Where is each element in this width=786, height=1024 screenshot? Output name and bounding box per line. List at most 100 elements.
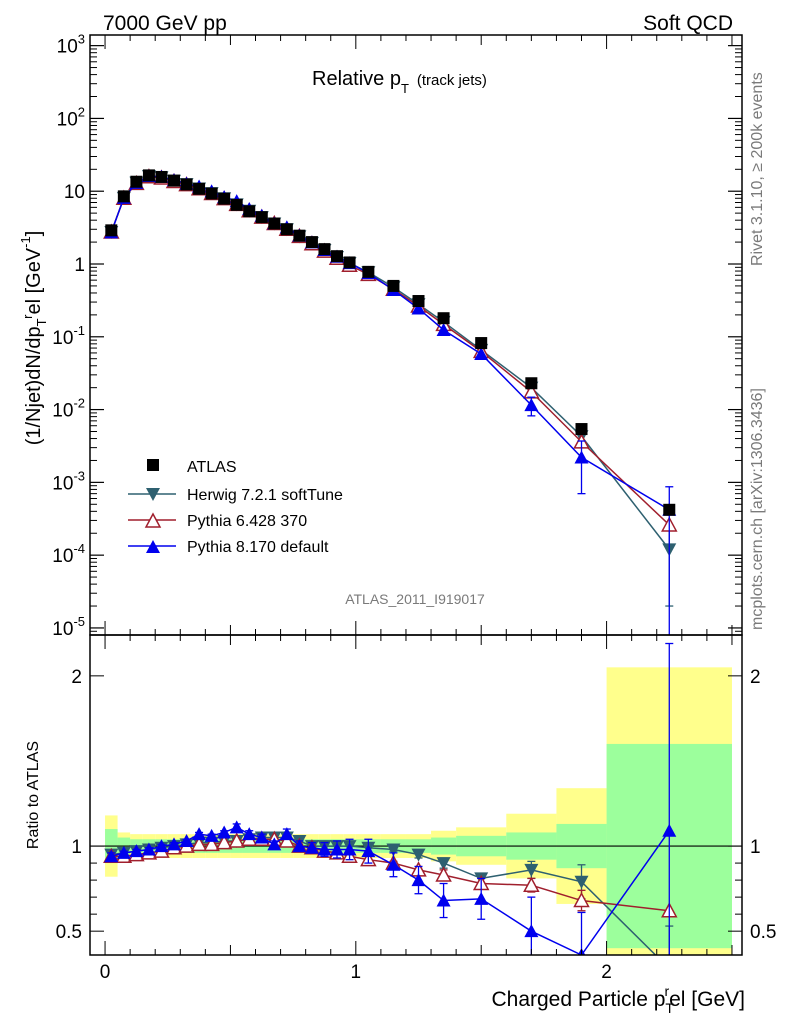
line-pythia-8-170-default <box>110 175 670 511</box>
ratio-point-pythia-6-428-370 <box>573 891 590 908</box>
point-atlas <box>475 337 488 350</box>
ratio-point-pythia-8-170-default <box>267 837 282 851</box>
ratio-point-pythia-8-170-default <box>104 849 119 863</box>
main-ytick-label: 102 <box>57 104 85 130</box>
ratio-point-pythia-8-170-default <box>242 827 257 841</box>
ratio-point-pythia-6-428-370 <box>215 834 233 850</box>
main-ytick-label: 10-1 <box>52 323 85 349</box>
ratio-point-pythia-8-170-default <box>330 842 345 856</box>
ratio-x-ticks: 0 1 2 <box>100 635 733 983</box>
legend-label-pythia6: Pythia 6.428 370 <box>187 513 307 530</box>
ratio-point-pythia-8-170-default <box>474 891 489 905</box>
legend-label-herwig: Herwig 7.2.1 softTune <box>187 487 343 504</box>
ratio-ytick-label-right: 0.5 <box>750 922 776 943</box>
point-atlas <box>243 205 256 218</box>
xtick-label: 2 <box>601 962 612 983</box>
ratio-point-pythia-8-170-default <box>279 827 294 841</box>
point-pythia-8-170-default <box>436 322 451 336</box>
main-ytick-label: 10 <box>64 182 85 203</box>
ratio-point-pythia-8-170-default <box>386 857 401 871</box>
ratio-point-pythia-6-428-370 <box>278 832 296 848</box>
ratio-point-pythia-8-170-default <box>436 893 451 907</box>
ratio-plot-area <box>90 642 742 955</box>
point-atlas <box>318 243 331 256</box>
point-atlas <box>293 229 306 242</box>
legend-item-herwig: Herwig 7.2.1 softTune <box>128 487 343 504</box>
ratio-series-pythia-8-170-default <box>104 642 677 955</box>
point-pythia-8-170-default <box>411 301 426 315</box>
ratio-point-pythia-8-170-default <box>524 924 539 938</box>
main-ytick-label: 103 <box>57 32 85 58</box>
ratio-ytick-label-right: 2 <box>750 667 761 688</box>
main-plot-area <box>103 168 678 635</box>
point-pythia-8-170-default <box>474 347 489 361</box>
ratio-point-pythia-6-428-370 <box>435 866 452 882</box>
ratio-line-herwig-7-2-1-softtune <box>111 836 657 955</box>
ratio-point-herwig-7-2-1-softtune <box>411 848 426 862</box>
ratio-ytick-label-right: 1 <box>750 837 761 858</box>
point-atlas <box>193 182 206 195</box>
point-atlas <box>437 312 450 325</box>
point-atlas <box>205 187 218 200</box>
ratio-point-pythia-8-170-default <box>292 839 307 853</box>
main-ytick-label: 10-5 <box>52 614 85 640</box>
legend: ATLAS Herwig 7.2.1 softTune Pythia 6.428… <box>128 459 343 556</box>
main-ytick-label: 1 <box>74 255 85 276</box>
ratio-point-pythia-8-170-default <box>154 839 169 853</box>
ratio-ytick-label: 1 <box>71 837 82 858</box>
plot-title-sub: T <box>401 81 409 96</box>
point-atlas <box>230 198 243 211</box>
ratio-y-ticks: 0.5 0.5 1 1 2 2 <box>56 667 777 943</box>
point-atlas <box>525 377 538 390</box>
point-atlas <box>168 174 181 187</box>
x-axis-label: Charged Particle pTrel [GeV] <box>491 983 745 1016</box>
ratio-point-pythia-8-170-default <box>662 823 677 837</box>
ratio-point-pythia-8-170-default <box>361 844 376 858</box>
ratio-panel: 0.5 0.5 1 1 2 2 0 1 2 Ratio to ATLAS Charged Pa… <box>25 634 777 1016</box>
ratio-point-pythia-8-170-default <box>229 820 244 834</box>
ratio-point-pythia-8-170-default <box>129 844 144 858</box>
ratio-point-herwig-7-2-1-softtune <box>386 843 401 857</box>
point-atlas <box>180 178 193 191</box>
ratio-point-pythia-6-428-370 <box>523 876 540 892</box>
ratio-point-pythia-8-170-default <box>411 873 426 887</box>
xtick-label: 1 <box>351 962 362 983</box>
ratio-point-pythia-8-170-default <box>204 828 219 842</box>
point-atlas <box>575 423 588 436</box>
point-atlas <box>280 223 293 236</box>
xtick-label: 0 <box>100 962 111 983</box>
ratio-point-pythia-8-170-default <box>254 830 269 844</box>
point-pythia-8-170-default <box>574 450 589 464</box>
point-atlas <box>343 256 356 269</box>
point-atlas <box>155 170 168 183</box>
main-ylabel: (1/Njet)dN/dpTrel [GeV-1] <box>18 231 49 446</box>
main-y-ticks: 10-5 10-4 10-3 10-2 10-1 1 10 102 103 <box>52 32 742 640</box>
ratio-point-pythia-8-170-default <box>304 840 319 854</box>
ratio-point-pythia-8-170-default <box>342 842 357 856</box>
ratio-point-pythia-6-428-370 <box>190 835 208 852</box>
main-ytick-label: 10-4 <box>52 541 85 567</box>
ratio-point-pythia-8-170-default <box>192 827 207 841</box>
main-ytick-label: 10-2 <box>52 396 85 422</box>
rivet-label: Rivet 3.1.10, ≥ 200k events <box>749 72 766 266</box>
point-atlas <box>331 250 344 263</box>
legend-label-pythia8: Pythia 8.170 default <box>187 539 329 556</box>
ratio-point-pythia-6-428-370 <box>228 832 245 848</box>
point-atlas <box>387 279 400 292</box>
point-atlas <box>142 169 155 182</box>
ratio-point-pythia-6-428-370 <box>203 835 220 852</box>
point-atlas <box>268 217 281 230</box>
point-atlas <box>130 175 143 188</box>
ratio-point-pythia-8-170-default <box>317 842 332 856</box>
ratio-frame <box>89 634 743 956</box>
legend-label-atlas: ATLAS <box>187 459 237 476</box>
main-x-ticks <box>104 35 733 635</box>
main-panel: 10-5 10-4 10-3 10-2 10-1 1 10 102 103 (1/Njet)dN… <box>18 32 743 640</box>
point-atlas <box>412 295 425 308</box>
header-left: 7000 GeV pp <box>103 12 227 35</box>
point-atlas <box>305 236 318 249</box>
point-atlas <box>255 211 268 224</box>
point-atlas <box>105 224 118 237</box>
point-atlas <box>117 190 130 203</box>
